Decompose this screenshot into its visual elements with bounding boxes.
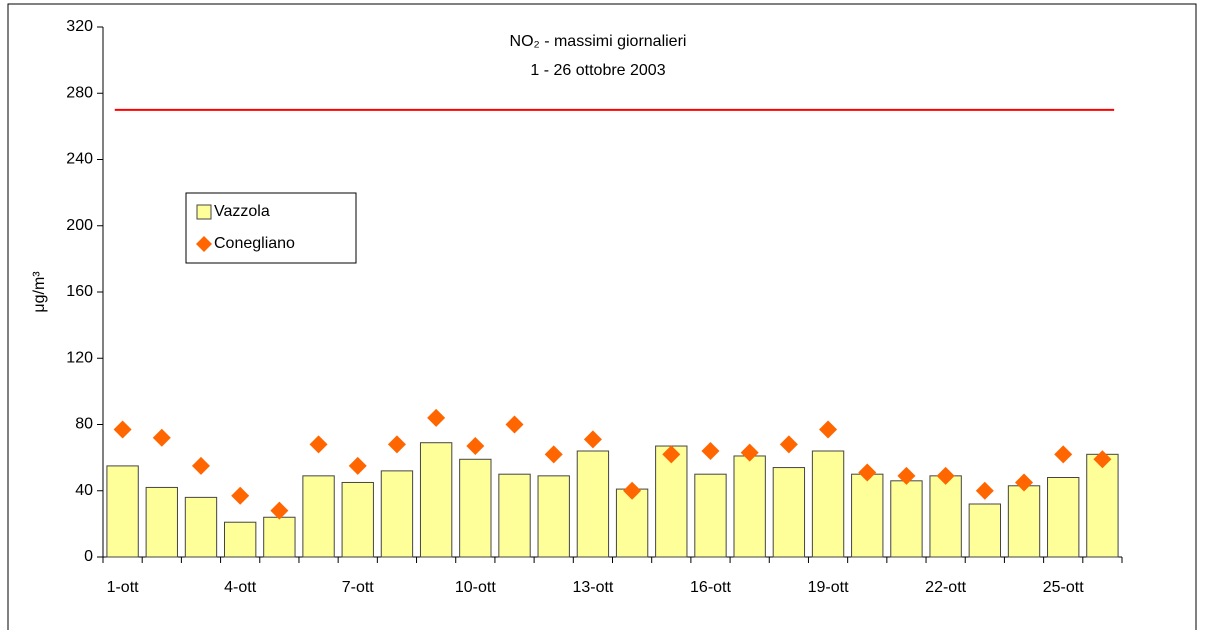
bar: [694, 473, 727, 558]
y-tick-label: 240: [66, 151, 93, 168]
bar: [890, 480, 923, 558]
marker: [583, 430, 602, 449]
marker: [858, 463, 877, 482]
legend-box: [185, 192, 357, 264]
marker: [270, 501, 289, 520]
bar: [772, 467, 806, 558]
bar: [1047, 477, 1080, 558]
legend-label: Conegliano: [214, 235, 295, 252]
bar: [1007, 485, 1041, 558]
marker: [897, 466, 916, 485]
marker: [1093, 450, 1112, 469]
y-tick-label: 200: [66, 217, 93, 234]
bar: [498, 473, 531, 558]
bar: [145, 486, 178, 558]
marker: [623, 481, 642, 500]
y-tick-label: 80: [75, 416, 93, 433]
marker: [1015, 473, 1034, 492]
bar: [184, 496, 218, 558]
chart-title: NO₂ - massimi giornalieri: [510, 33, 687, 50]
marker: [505, 415, 524, 434]
y-tick-label: 0: [84, 548, 93, 565]
x-tick-label: 25-ott: [1043, 579, 1084, 596]
marker: [936, 466, 955, 485]
marker: [348, 456, 367, 475]
bar: [380, 470, 414, 558]
x-tick-label: 13-ott: [572, 579, 613, 596]
bar: [537, 475, 570, 558]
marker: [427, 408, 446, 427]
bar: [302, 475, 335, 558]
marker: [152, 428, 171, 447]
marker: [191, 456, 210, 475]
bar: [968, 503, 1002, 558]
marker: [387, 435, 406, 454]
marker: [975, 481, 994, 500]
marker: [466, 437, 485, 456]
marker: [113, 420, 132, 439]
bar: [106, 465, 139, 558]
marker: [544, 445, 563, 464]
y-tick-label: 40: [75, 482, 93, 499]
bar: [929, 475, 962, 558]
bar: [576, 450, 610, 558]
marker: [701, 442, 720, 460]
legend-swatch: [196, 204, 212, 220]
y-tick-label: 280: [66, 84, 93, 101]
y-axis-label: μg/m³: [31, 271, 48, 313]
marker: [309, 435, 328, 454]
bar: [223, 521, 257, 558]
x-tick-label: 19-ott: [808, 579, 849, 596]
x-tick-label: 10-ott: [455, 579, 496, 596]
marker: [662, 445, 681, 464]
legend-label: Vazzola: [214, 203, 270, 220]
bar: [655, 445, 688, 558]
bar: [1086, 453, 1119, 558]
marker: [779, 435, 798, 454]
y-tick-label: 320: [66, 18, 93, 35]
y-tick-label: 160: [66, 283, 93, 300]
x-tick-label: 4-ott: [224, 579, 257, 596]
y-tick-label: 120: [66, 349, 93, 366]
bar: [419, 442, 453, 558]
bar: [733, 455, 766, 558]
bar: [459, 458, 492, 558]
marker: [819, 420, 838, 439]
chart-subtitle: 1 - 26 ottobre 2003: [530, 62, 665, 79]
bar: [263, 516, 296, 558]
bar: [341, 481, 374, 558]
bar: [811, 450, 845, 558]
x-tick-label: 7-ott: [342, 579, 375, 596]
x-tick-label: 1-ott: [107, 579, 140, 596]
legend-swatch: [196, 236, 212, 252]
x-tick-label: 22-ott: [925, 579, 966, 596]
bar: [851, 473, 884, 558]
x-tick-label: 16-ott: [690, 579, 731, 596]
marker: [231, 486, 250, 505]
marker: [1054, 445, 1073, 464]
marker: [740, 443, 759, 462]
